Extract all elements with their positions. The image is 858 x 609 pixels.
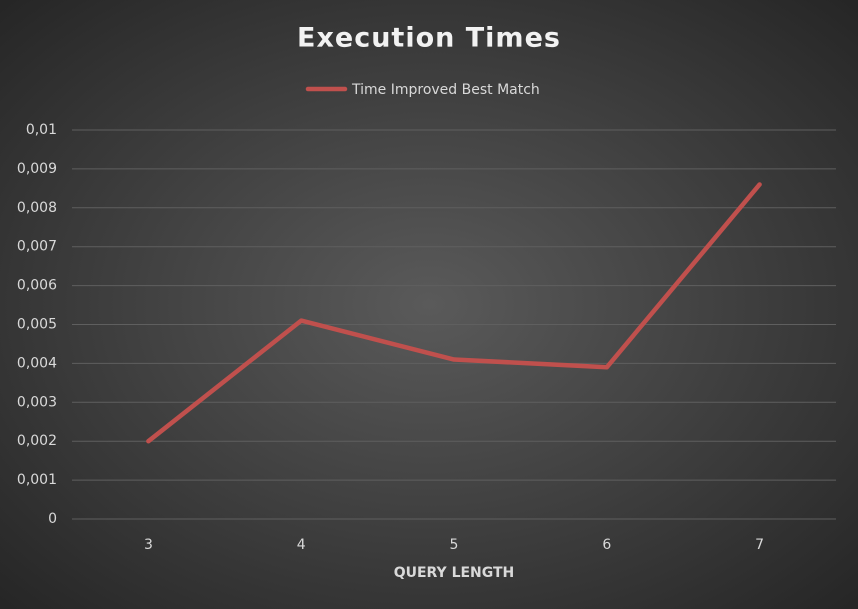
y-tick-label: 0,006 <box>17 278 57 294</box>
x-tick-label: 4 <box>297 537 306 553</box>
y-tick-label: 0,004 <box>17 355 57 371</box>
x-tick-label: 5 <box>450 537 459 553</box>
x-axis-title: QUERY LENGTH <box>394 565 515 581</box>
y-tick-label: 0,005 <box>17 317 57 333</box>
y-tick-label: 0,007 <box>17 239 57 255</box>
y-tick-label: 0,001 <box>17 472 57 488</box>
x-tick-label: 6 <box>602 537 611 553</box>
chart-title: Execution Times <box>297 23 561 54</box>
y-tick-label: 0,002 <box>17 433 57 449</box>
x-tick-label: 7 <box>755 537 764 553</box>
data-line <box>146 182 762 444</box>
legend-label: Time Improved Best Match <box>351 82 540 98</box>
y-tick-label: 0,008 <box>17 200 57 216</box>
y-tick-label: 0,01 <box>26 122 57 138</box>
y-tick-label: 0 <box>48 511 57 527</box>
x-tick-label: 3 <box>144 537 153 553</box>
y-tick-label: 0,003 <box>17 394 57 410</box>
y-tick-label: 0,009 <box>17 161 57 177</box>
